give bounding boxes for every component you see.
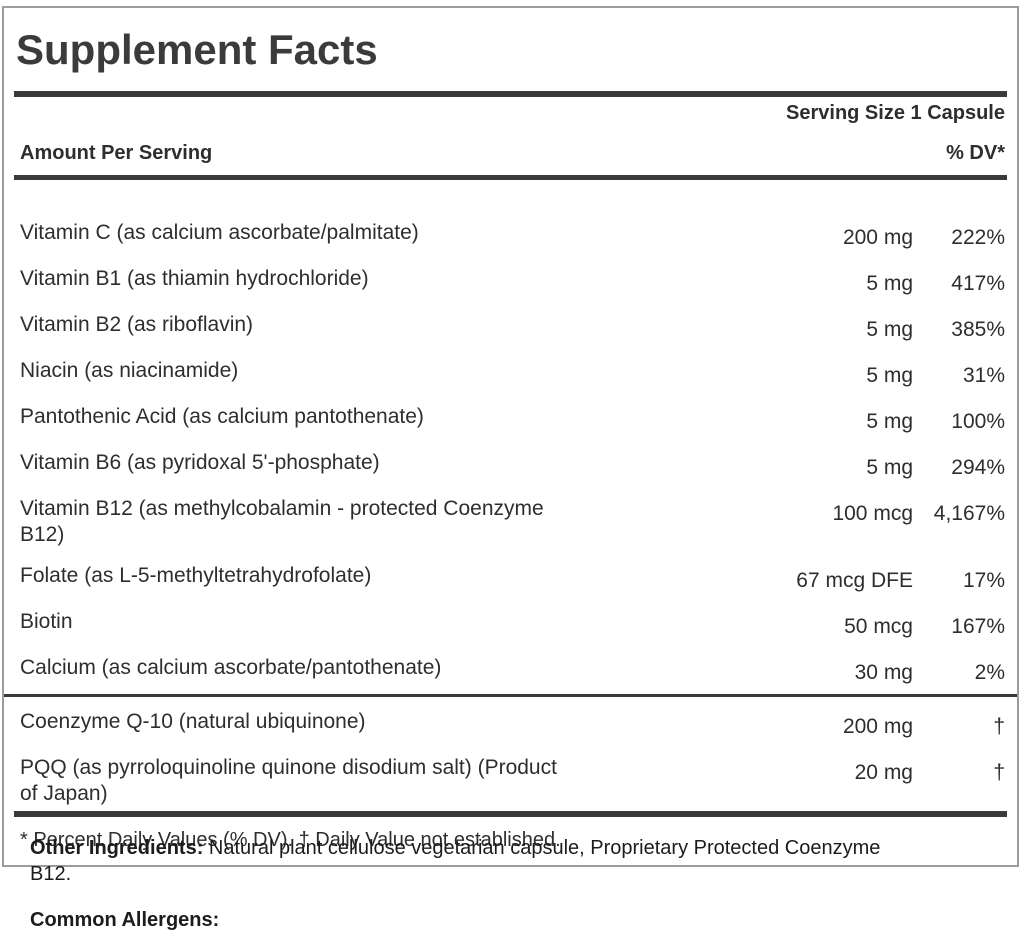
below-panel-text: Other Ingredients: Natural plant cellulo… — [30, 835, 1005, 933]
nutrient-dv: 2% — [974, 661, 1005, 684]
nutrient-dv: 385% — [951, 318, 1005, 341]
nutrient-values: 100 mcg 4,167% — [757, 501, 1005, 527]
nutrient-label: Pantothenic Acid (as calcium pantothenat… — [20, 405, 424, 428]
common-allergens-label: Common Allergens: — [30, 909, 220, 931]
nutrient-dv: 417% — [951, 272, 1005, 295]
nutrient-label: PQQ (as pyrroloquinoline quinone disodiu… — [20, 756, 557, 805]
header-bottom-rule — [14, 175, 1007, 180]
nutrient-amount: 50 mcg — [844, 615, 913, 638]
supplement-facts-panel: Supplement Facts Serving Size 1 Capsule … — [2, 6, 1019, 867]
nutrient-label: Vitamin B12 (as methylcobalamin - protec… — [20, 497, 544, 546]
nutrient-values: 200 mg 222% — [757, 225, 1005, 251]
nutrient-label: Vitamin C (as calcium ascorbate/palmitat… — [20, 221, 419, 244]
other-ingredients-text: Natural plant cellulose vegetarian capsu… — [30, 837, 881, 885]
nutrient-amount: 200 mg — [842, 715, 913, 738]
nutrient-row: Vitamin C (as calcium ascorbate/palmitat… — [20, 220, 1005, 251]
nutrient-amount: 5 mg — [866, 456, 913, 479]
nutrient-amount: 200 mg — [842, 226, 913, 249]
nutrient-amount: 67 mcg DFE — [796, 569, 913, 592]
nutrient-row: Pantothenic Acid (as calcium pantothenat… — [20, 404, 1005, 435]
nutrient-dv: 100% — [951, 410, 1005, 433]
nutrient-values: 67 mcg DFE 17% — [757, 568, 1005, 594]
panel-title: Supplement Facts — [16, 26, 378, 73]
column-header-row: Amount Per Serving % DV* — [20, 142, 1005, 164]
nutrient-label: Biotin — [20, 610, 73, 633]
nutrient-values: 50 mcg 167% — [757, 614, 1005, 640]
nutrient-row: Folate (as L-5-methyltetrahydrofolate) 6… — [20, 563, 1005, 594]
section-divider-rule — [4, 694, 1017, 697]
nutrient-dv: 4,167% — [933, 502, 1005, 525]
nutrient-row: Calcium (as calcium ascorbate/pantothena… — [20, 655, 1005, 686]
nutrient-row: Vitamin B6 (as pyridoxal 5'-phosphate) 5… — [20, 450, 1005, 481]
nutrient-label: Niacin (as niacinamide) — [20, 359, 239, 382]
nutrient-dv: † — [993, 715, 1005, 738]
nutrient-values: 200 mg † — [757, 714, 1005, 740]
nutrient-values: 20 mg † — [757, 760, 1005, 786]
nutrient-label: Coenzyme Q-10 (natural ubiquinone) — [20, 710, 366, 733]
dv-footnote: * Percent Daily Values (% DV). † Daily V… — [20, 829, 561, 851]
nutrient-row: PQQ (as pyrroloquinoline quinone disodiu… — [20, 755, 1005, 807]
other-ingredients: Other Ingredients: Natural plant cellulo… — [30, 835, 1005, 887]
amount-per-serving-header: Amount Per Serving — [20, 142, 213, 164]
nutrient-amount: 5 mg — [866, 410, 913, 433]
nutrient-dv: 17% — [962, 569, 1005, 592]
nutrient-label: Vitamin B6 (as pyridoxal 5'-phosphate) — [20, 451, 380, 474]
nutrient-values: 30 mg 2% — [757, 660, 1005, 686]
nutrient-amount: 5 mg — [866, 364, 913, 387]
nutrient-row: Vitamin B1 (as thiamin hydrochloride) 5 … — [20, 266, 1005, 297]
nutrient-dv: 167% — [951, 615, 1005, 638]
nutrient-amount: 5 mg — [866, 318, 913, 341]
header-top-rule — [14, 91, 1007, 97]
other-ingredients-label: Other Ingredients: — [30, 837, 204, 859]
serving-size: Serving Size 1 Capsule — [786, 102, 1005, 124]
nutrient-amount: 100 mcg — [832, 502, 913, 525]
nutrient-label: Vitamin B1 (as thiamin hydrochloride) — [20, 267, 369, 290]
nutrient-row: Vitamin B2 (as riboflavin) 5 mg 385% — [20, 312, 1005, 343]
percent-dv-header: % DV* — [946, 142, 1005, 164]
nutrient-amount: 20 mg — [854, 761, 913, 784]
nutrient-label: Vitamin B2 (as riboflavin) — [20, 313, 254, 336]
nutrient-label: Calcium (as calcium ascorbate/pantothena… — [20, 656, 442, 679]
nutrient-amount: 5 mg — [866, 272, 913, 295]
nutrient-row: Coenzyme Q-10 (natural ubiquinone) 200 m… — [20, 709, 1005, 740]
nutrient-dv: 222% — [951, 226, 1005, 249]
nutrient-values: 5 mg 385% — [757, 317, 1005, 343]
nutrient-label: Folate (as L-5-methyltetrahydrofolate) — [20, 564, 372, 587]
nutrient-dv: 294% — [951, 456, 1005, 479]
nutrient-amount: 30 mg — [854, 661, 913, 684]
nutrient-dv: 31% — [962, 364, 1005, 387]
nutrient-row: Niacin (as niacinamide) 5 mg 31% — [20, 358, 1005, 389]
footnote-top-rule — [14, 811, 1007, 817]
nutrient-values: 5 mg 100% — [757, 409, 1005, 435]
nutrient-values: 5 mg 31% — [757, 363, 1005, 389]
nutrient-row: Biotin 50 mcg 167% — [20, 609, 1005, 640]
nutrient-values: 5 mg 417% — [757, 271, 1005, 297]
nutrient-values: 5 mg 294% — [757, 455, 1005, 481]
nutrient-row: Vitamin B12 (as methylcobalamin - protec… — [20, 496, 1005, 548]
nutrient-rows: Vitamin C (as calcium ascorbate/palmitat… — [4, 180, 1017, 807]
nutrient-dv: † — [993, 761, 1005, 784]
